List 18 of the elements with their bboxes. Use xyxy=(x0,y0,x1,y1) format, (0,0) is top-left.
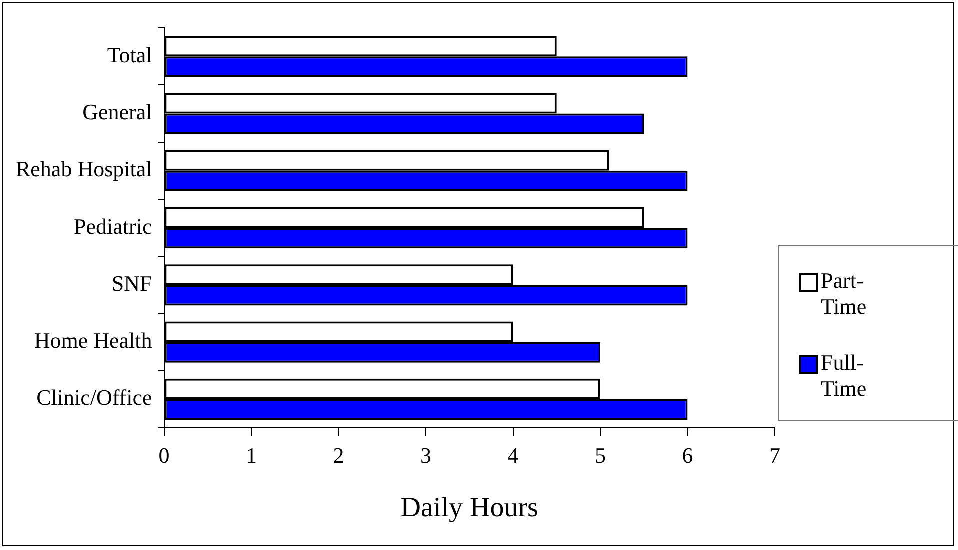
x-tick-label: 1 xyxy=(246,442,258,468)
y-tick-label: Clinic/Office xyxy=(36,385,152,410)
x-tick-label: 3 xyxy=(420,442,432,468)
x-tick-label: 2 xyxy=(333,442,344,468)
y-tick-label: Home Health xyxy=(34,328,152,354)
legend-label: Full-Time xyxy=(821,350,868,402)
y-tick-label: General xyxy=(82,99,152,124)
text: Part-Time xyxy=(821,268,868,320)
x-tick-label: 4 xyxy=(508,442,519,468)
y-tick-label: SNF xyxy=(112,270,152,296)
x-tick-label: 0 xyxy=(158,442,170,468)
y-tick-label: Pediatric xyxy=(74,214,152,239)
x-tick-label: 6 xyxy=(682,442,694,468)
x-tick-label: 7 xyxy=(770,442,780,468)
x-axis-title: Daily Hours xyxy=(400,492,538,524)
y-tick-label: Rehab Hospital xyxy=(16,156,152,182)
x-tick-label: 5 xyxy=(595,442,606,468)
y-tick-label: Total xyxy=(107,42,152,68)
